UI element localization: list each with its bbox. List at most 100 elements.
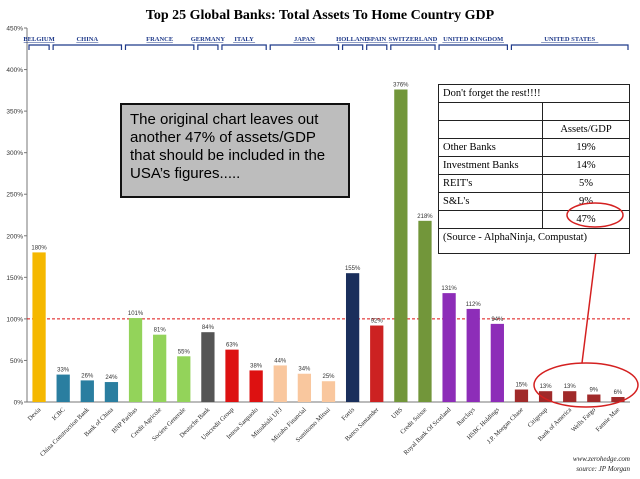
data-label: 6% xyxy=(614,390,623,396)
country-bracket xyxy=(28,44,50,50)
rest-table-source: (Source - AlphaNinja, Compustat) xyxy=(443,232,588,243)
credit-source: source: JP Morgan xyxy=(576,465,630,473)
bar xyxy=(611,397,625,402)
bar xyxy=(345,273,360,402)
data-label: 24% xyxy=(105,375,118,381)
bar xyxy=(153,334,167,402)
data-label: 55% xyxy=(178,349,191,355)
bar xyxy=(587,394,601,402)
country-group: UNITED KINGDOM xyxy=(438,36,508,50)
row-value: 19% xyxy=(542,138,629,157)
row-label: Other Banks xyxy=(439,138,543,157)
country-label: UNITED KINGDOM xyxy=(443,36,503,43)
data-label: 81% xyxy=(154,328,167,334)
x-tick-label: ICBC xyxy=(51,406,67,422)
data-label: 112% xyxy=(466,302,482,308)
bar xyxy=(394,89,408,402)
y-tick-label: 250% xyxy=(6,192,23,199)
country-labels: BELGIUM CHINA FRANCE GERMANY ITALY JAPAN HOLLA… xyxy=(23,36,629,50)
table-row: Other Banks 19% xyxy=(439,138,629,157)
x-tick-label: Barclays xyxy=(456,406,477,427)
data-label: 13% xyxy=(540,384,553,390)
data-label: 155% xyxy=(345,266,361,272)
data-label: 25% xyxy=(322,374,335,380)
country-label: GERMANY xyxy=(191,36,226,43)
row-label: REIT's xyxy=(439,174,543,193)
chart-title: Top 25 Global Banks: Total Assets To Hom… xyxy=(146,8,495,23)
row-value: 14% xyxy=(542,156,629,175)
data-label: 26% xyxy=(81,373,94,379)
country-label: ITALY xyxy=(234,36,254,43)
data-label: 38% xyxy=(250,363,263,369)
country-group: GERMANY xyxy=(191,36,226,50)
x-tick-label: Wells Fargo xyxy=(570,406,597,433)
bar xyxy=(104,382,119,402)
data-label: 63% xyxy=(226,343,239,349)
country-bracket xyxy=(438,44,508,50)
bar xyxy=(321,381,336,402)
country-bracket xyxy=(366,44,388,50)
country-label: FRANCE xyxy=(146,36,173,43)
bar xyxy=(442,293,456,402)
data-label: 84% xyxy=(202,325,215,331)
y-tick-label: 200% xyxy=(6,233,23,240)
data-label: 15% xyxy=(515,383,528,389)
y-tick-label: 150% xyxy=(6,275,23,282)
x-tick-label: Dexia xyxy=(27,406,43,422)
country-label: SPAIN xyxy=(367,36,386,43)
data-label: 376% xyxy=(393,83,409,89)
country-group: HOLLAND xyxy=(336,36,369,50)
table-row: S&L's 9% xyxy=(439,192,629,211)
row-label: S&L's xyxy=(439,192,543,211)
annotation-box: The original chart leaves out another 47… xyxy=(120,103,350,198)
rest-table-spacer-row xyxy=(439,103,629,121)
country-bracket xyxy=(510,44,629,50)
data-label: 13% xyxy=(564,384,577,390)
bar xyxy=(201,332,215,402)
rest-table-title: Don't forget the rest!!!! xyxy=(439,85,629,103)
country-group: FRANCE xyxy=(124,36,195,50)
x-tick-label: Royal Bank Of Scotland xyxy=(402,406,453,457)
country-label: BELGIUM xyxy=(23,36,54,43)
country-group: CHINA xyxy=(52,36,123,50)
bar xyxy=(128,318,143,402)
country-label: UNITED STATES xyxy=(544,36,595,43)
country-group: JAPAN xyxy=(269,36,340,50)
data-label: 9% xyxy=(589,388,598,394)
total-highlight-circle xyxy=(566,202,624,228)
credit-website: www.zerohedge.com xyxy=(573,455,630,463)
data-label: 94% xyxy=(491,317,504,323)
annotation-text: The original chart leaves out another 47… xyxy=(130,111,326,182)
y-tick-label: 300% xyxy=(6,150,23,157)
bar xyxy=(249,370,263,402)
y-tick-label: 100% xyxy=(6,316,23,323)
x-tick-label: Fortis xyxy=(340,406,356,422)
data-label: 218% xyxy=(417,214,433,220)
country-group: SWITZERLAND xyxy=(389,36,438,50)
country-bracket xyxy=(197,44,219,50)
rest-table-header-row: Assets/GDP xyxy=(439,120,629,139)
rest-table-grid: Assets/GDP Other Banks 19% Investment Ban… xyxy=(439,103,629,229)
data-label: 44% xyxy=(274,358,287,364)
bar xyxy=(177,356,191,402)
data-label: 33% xyxy=(57,368,70,374)
bar xyxy=(538,391,553,402)
country-bracket xyxy=(269,44,340,50)
bar xyxy=(56,374,70,402)
country-bracket xyxy=(52,44,123,50)
country-bracket xyxy=(221,44,267,50)
bar xyxy=(418,220,432,402)
row-label: Investment Banks xyxy=(439,156,543,175)
data-label: 34% xyxy=(298,367,311,373)
y-tick-label: 450% xyxy=(6,26,23,33)
data-label: 180% xyxy=(31,245,47,251)
data-label: 92% xyxy=(371,319,384,325)
bar xyxy=(370,325,384,402)
country-bracket xyxy=(390,44,436,50)
bar xyxy=(490,323,504,402)
country-group: UNITED STATES xyxy=(510,36,629,50)
bar xyxy=(80,380,94,402)
bar xyxy=(32,252,46,402)
